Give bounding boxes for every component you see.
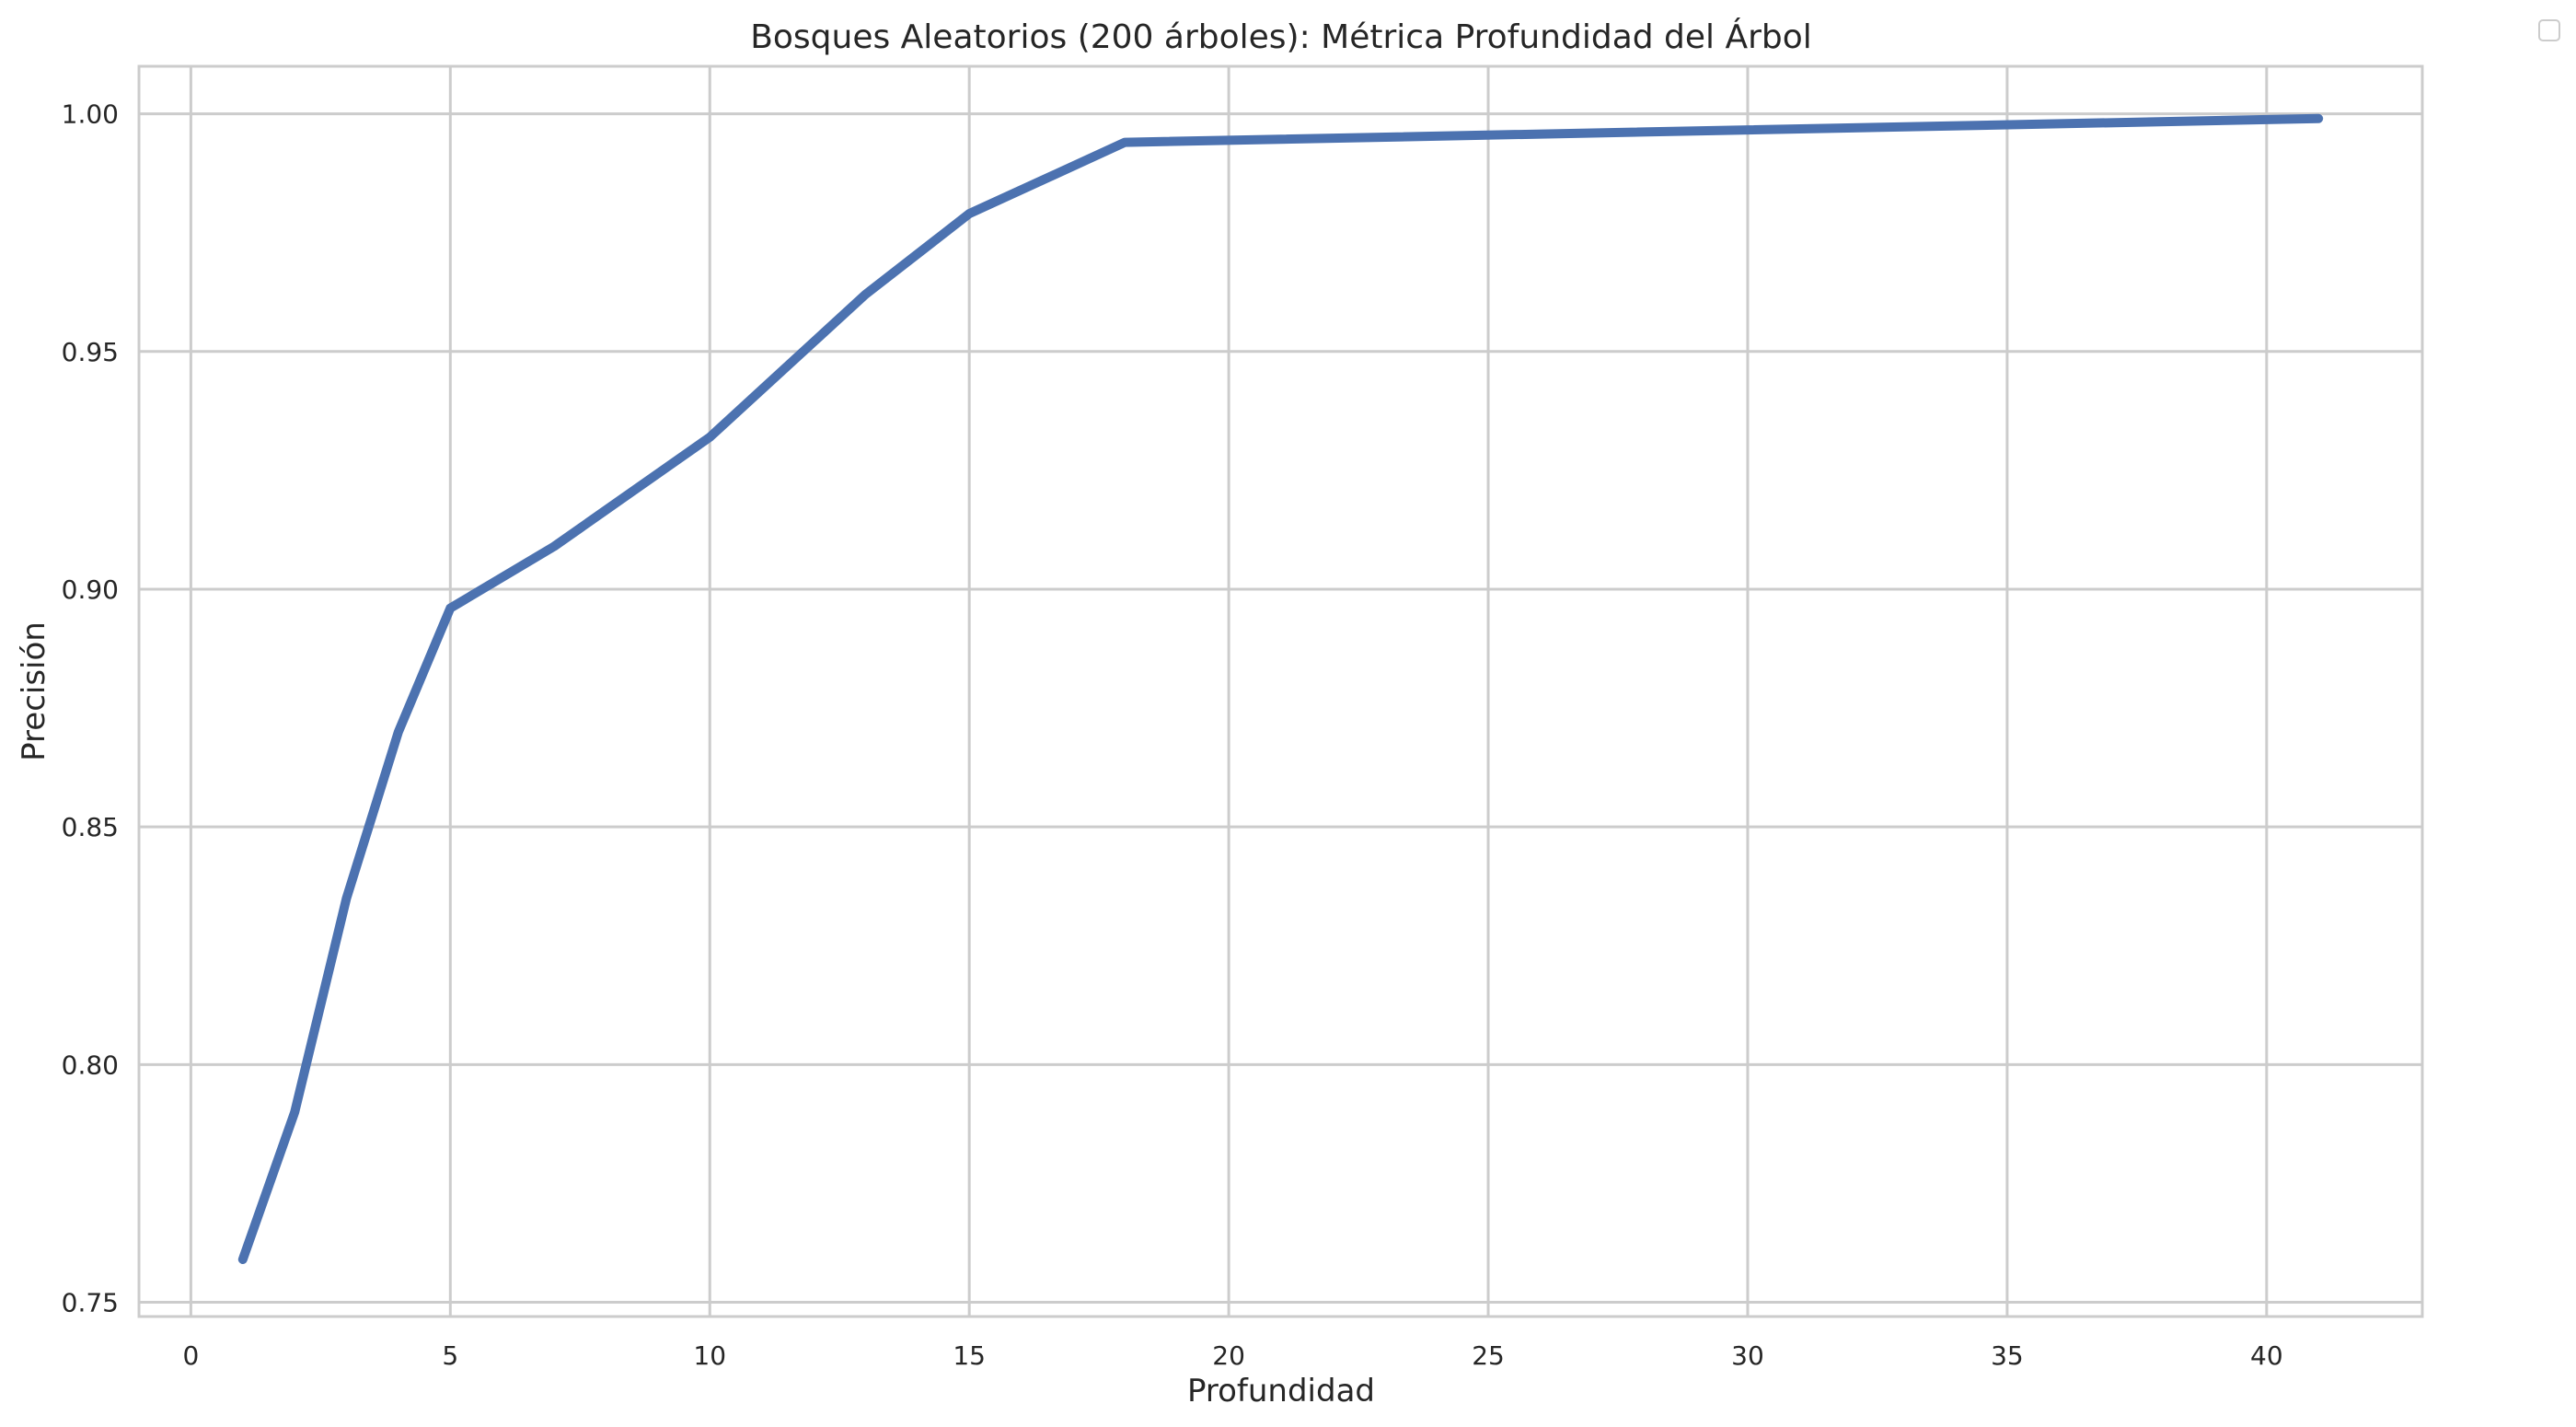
plot-frame	[137, 64, 2424, 1318]
series-layer	[237, 113, 2324, 1264]
y-tick-label: 0.90	[62, 574, 119, 605]
x-tick-label: 5	[442, 1340, 458, 1371]
legend-box	[2538, 19, 2560, 41]
x-tick-label: 30	[1731, 1340, 1764, 1371]
x-tick-label: 15	[953, 1340, 986, 1371]
y-tick-label: 0.80	[62, 1050, 119, 1080]
y-tick-label: 0.95	[62, 337, 119, 367]
y-tick-label: 1.00	[62, 99, 119, 130]
y-axis-label: Precisión	[16, 621, 52, 761]
chart-title: Bosques Aleatorios (200 árboles): Métric…	[750, 17, 1812, 56]
y-tick-label: 0.85	[62, 812, 119, 842]
y-tick-label: 0.75	[62, 1288, 119, 1318]
series-line	[237, 113, 2324, 1264]
x-tick-label: 0	[182, 1340, 199, 1371]
x-tick-label: 25	[1472, 1340, 1505, 1371]
x-axis-label: Profundidad	[1187, 1373, 1375, 1410]
x-axis-ticks: 0 5 10 15 20 25 30 35 40	[182, 1340, 2282, 1371]
grid-lines	[139, 66, 2422, 1317]
x-tick-label: 35	[1991, 1340, 2024, 1371]
y-axis-ticks: 0.75 0.80 0.85 0.90 0.95 1.00	[62, 99, 119, 1318]
x-tick-label: 10	[693, 1340, 726, 1371]
x-tick-label: 40	[2250, 1340, 2283, 1371]
x-tick-label: 20	[1212, 1340, 1245, 1371]
